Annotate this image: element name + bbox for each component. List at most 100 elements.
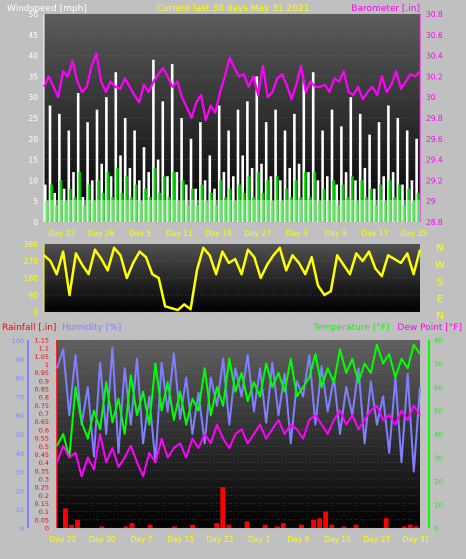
wind-gust-bar	[274, 109, 277, 222]
rainfall-y-tick-label: 0.4	[39, 459, 49, 467]
compass-label: N	[436, 243, 443, 254]
humidity-y-tick-label: 100	[12, 337, 24, 345]
wind-gust-bar	[232, 176, 235, 222]
rainfall-bar	[407, 524, 413, 528]
rainfall-bar	[75, 519, 80, 528]
wind-avg-bar	[78, 172, 82, 222]
temperature-y-tick-label: 80	[434, 337, 443, 345]
wind-gust-bar	[415, 138, 418, 222]
wind-y-tick-label: 50	[28, 10, 38, 19]
wind-calm-band	[44, 200, 420, 222]
rainfall-bar	[329, 524, 335, 528]
wind-y-tick-label: 20	[28, 135, 38, 144]
wind-y-tick-label: 35	[28, 72, 38, 81]
barometer-label: Barometer [.in]	[351, 4, 420, 14]
wind-gust-bar	[344, 172, 348, 222]
barometer-y-tick-label: 30	[426, 93, 436, 102]
barometer-y-tick-label: 30.8	[426, 10, 443, 19]
wind-gust-bar	[128, 167, 132, 222]
wind-avg-bar	[350, 176, 354, 222]
wind-gust-bar	[297, 163, 301, 222]
rainfall-y-tick-label: 0.9	[39, 377, 49, 385]
temp-x-tick-label: Day 15	[167, 535, 194, 544]
rainfall-bar	[317, 518, 322, 528]
wind-gust-bar	[387, 105, 390, 222]
compass-label: N	[436, 311, 443, 322]
rainfall-y-tick-label: 0.55	[35, 435, 49, 443]
rainfall-bar	[171, 526, 177, 528]
wind-gust-bar	[170, 63, 174, 222]
rainfall-label: Rainfall [.in]	[2, 323, 56, 333]
wind-gust-bar	[175, 172, 179, 222]
wind-y-tick-label: 0	[33, 218, 38, 227]
wind-gust-bar	[382, 176, 385, 222]
wind-gust-bar	[283, 130, 287, 222]
wind-x-tick-label: Day 5	[129, 229, 151, 238]
rainfall-bar	[190, 524, 195, 528]
temp-x-tick-label: Day 23	[207, 535, 234, 544]
humidity-y-tick-label: 10	[16, 506, 24, 514]
humidity-label: Humidity [%]	[62, 323, 121, 333]
wind-x-tick-label: Day 17	[362, 229, 389, 238]
wind-avg-bar	[172, 172, 176, 222]
humidity-y-tick-label: 90	[16, 356, 24, 364]
temp-x-tick-label: Day 7	[130, 535, 152, 544]
rainfall-y-tick-label: 0.05	[35, 516, 49, 524]
wind-gust-bar	[123, 118, 127, 222]
wind-y-tick-label: 30	[28, 93, 38, 102]
temp-x-tick-label: Day 1	[248, 535, 270, 544]
barometer-line	[43, 52, 421, 122]
wind-gust-bar	[368, 134, 371, 222]
wind-gust-bar	[166, 176, 169, 222]
dewpoint-line	[56, 404, 421, 478]
compass-label: E	[437, 294, 443, 305]
rainfall-bar	[383, 518, 389, 528]
wind-gust-bar	[222, 172, 226, 222]
barometer-y-tick-label: 29.4	[426, 156, 443, 165]
wind-avg-bar	[275, 176, 279, 222]
temp-x-tick-label: Day 22	[50, 535, 77, 544]
winddir-y-tick-label: 360	[24, 240, 39, 249]
wind-gust-bar	[307, 172, 310, 222]
rainfall-y-tick-label: 0.5	[39, 443, 49, 451]
wind-avg-bar	[313, 172, 317, 222]
wind-y-tick-label: 45	[28, 31, 38, 40]
rainfall-y-tick-label: 0.65	[35, 418, 49, 426]
wind-gust-bar	[105, 97, 108, 222]
rainfall-y-tick-label: 0.7	[39, 410, 49, 418]
humidity-y-tick-label: 70	[16, 393, 24, 401]
wind-avg-bar	[303, 172, 307, 222]
rainfall-bar	[311, 519, 316, 528]
wind-gust-bar	[180, 118, 183, 222]
wind-gust-bar	[377, 122, 381, 222]
wind-gust-bar	[396, 118, 400, 222]
wind-avg-bar	[153, 167, 157, 222]
rainfall-y-tick-label: 0.35	[35, 467, 49, 475]
barometer-y-tick-label: 30.6	[426, 31, 443, 40]
compass-label: S	[437, 277, 443, 288]
rainfall-bar	[123, 526, 129, 528]
wind-avg-bar	[106, 172, 110, 222]
rainfall-y-tick-label: 0.75	[35, 402, 49, 410]
rainfall-bar	[341, 526, 347, 528]
rainfall-y-tick-label: 0.25	[35, 484, 49, 492]
wind-gust-bar	[391, 172, 395, 222]
rainfall-y-tick-label: 1.05	[35, 353, 49, 361]
rainfall-y-tick-label: 1.1	[39, 345, 49, 353]
wind-avg-bar	[256, 172, 260, 222]
barometer-y-tick-label: 28.8	[426, 218, 443, 227]
wind-gust-bar	[269, 176, 273, 222]
wind-gust-bar	[58, 113, 61, 222]
windspeed-label: Windspeed [mph]	[7, 4, 87, 14]
wind-gust-bar	[72, 172, 75, 222]
wind-gust-bar	[236, 109, 240, 222]
wind-gust-bar	[293, 113, 296, 222]
rainfall-y-tick-label: 0.3	[39, 475, 49, 483]
wind-gust-bar	[86, 122, 89, 222]
barometer-y-tick-label: 29.8	[426, 114, 443, 123]
wind-gust-bar	[109, 176, 113, 222]
rainfall-y-tick-label: 1	[45, 361, 49, 369]
wind-x-tick-label: Day 3	[286, 229, 308, 238]
wind-gust-bar	[142, 147, 146, 222]
